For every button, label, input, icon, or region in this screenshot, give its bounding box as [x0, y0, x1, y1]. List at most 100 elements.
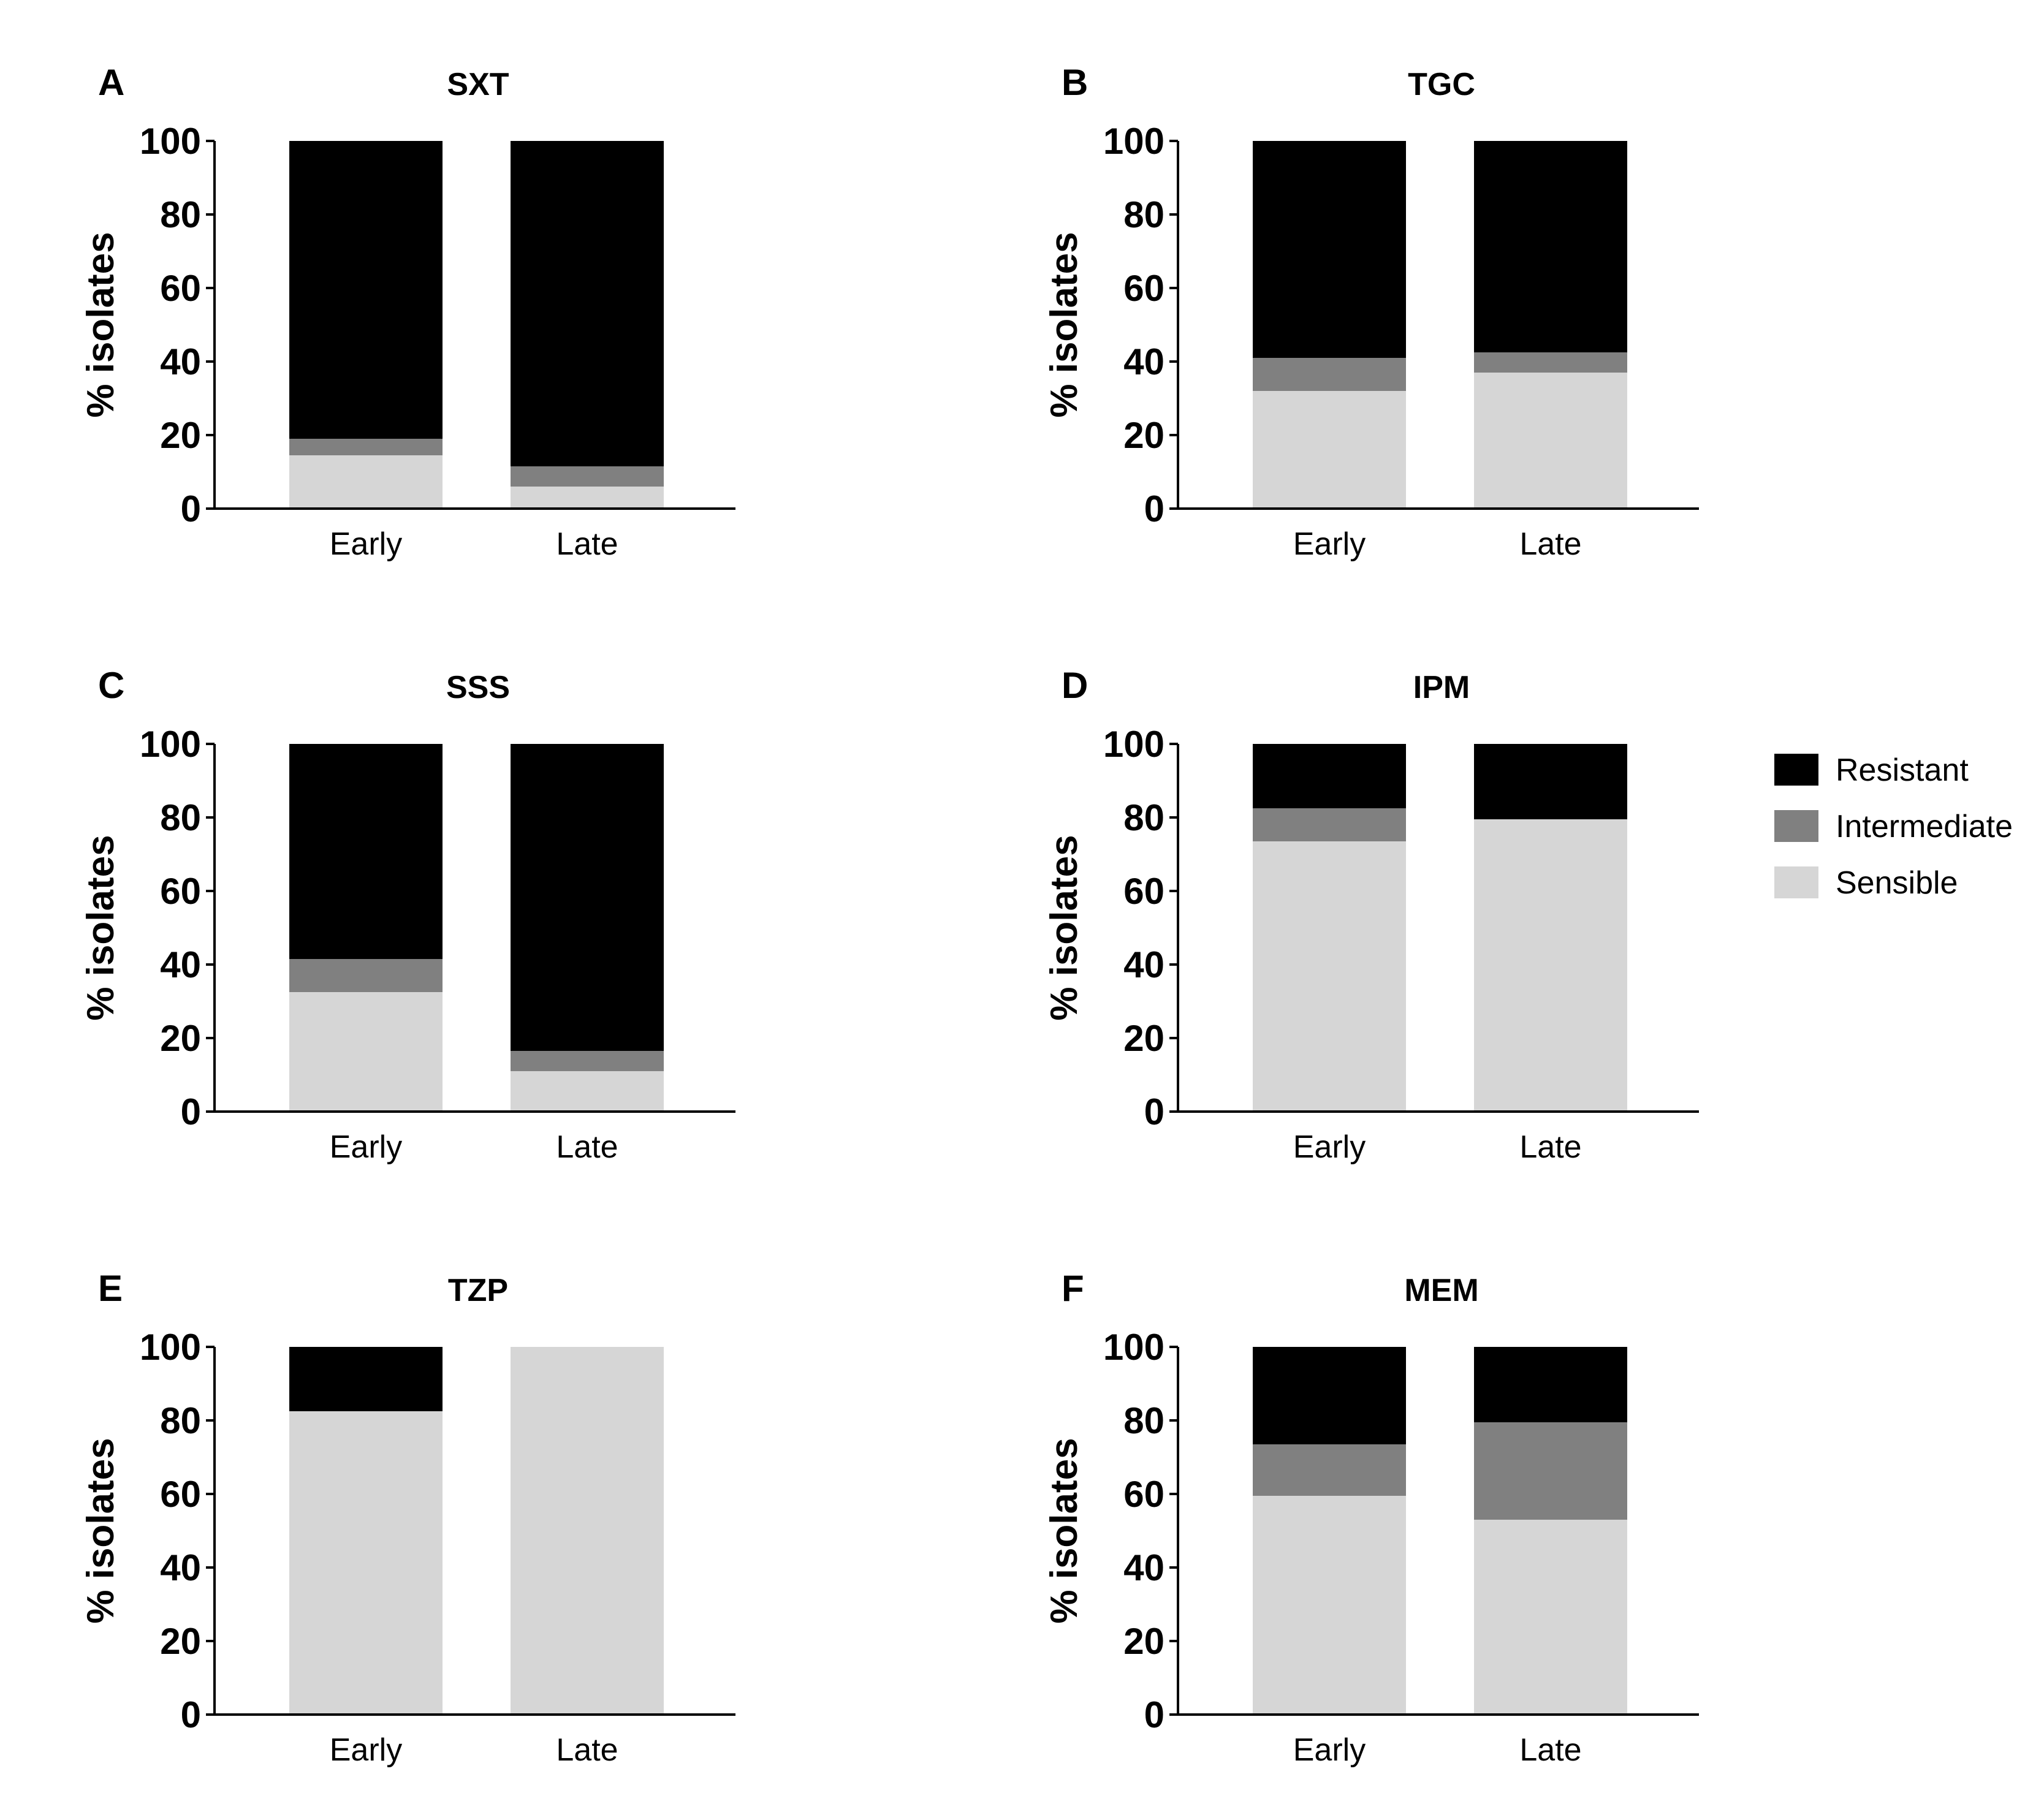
y-axis-label: % isolates	[1043, 835, 1085, 1020]
bar-segment-intermediate-early	[289, 439, 443, 455]
y-tick-label: 100	[1103, 724, 1164, 765]
y-tick-label: 60	[1123, 268, 1164, 309]
bar-segment-resistant-late	[1474, 744, 1627, 819]
y-tick-label: 100	[140, 121, 201, 162]
legend-swatch-resistant	[1774, 754, 1818, 786]
y-axis-label: % isolates	[80, 835, 122, 1020]
y-tick-label: 0	[1144, 488, 1164, 529]
y-tick-label: 100	[140, 724, 201, 765]
bar-segment-sensible-early	[1253, 841, 1406, 1112]
x-tick-label: Early	[1293, 1129, 1366, 1165]
panels: A SXT Early Late 0 20 40 60 80 100 % isolates B TGC E…	[80, 62, 1699, 1768]
y-tick-label: 60	[160, 871, 201, 912]
y-tick-label: 20	[160, 1018, 201, 1059]
bar-segment-resistant-early	[1253, 1347, 1406, 1444]
y-tick-label: 80	[160, 1400, 201, 1441]
x-tick-label: Late	[1519, 1732, 1581, 1768]
panel-letter: F	[1062, 1268, 1084, 1309]
bar-segment-intermediate-late	[1474, 1422, 1627, 1520]
y-tick-label: 40	[1123, 1547, 1164, 1588]
y-tick-label: 40	[160, 1547, 201, 1588]
y-tick-label: 0	[1144, 1694, 1164, 1735]
y-axis-label: % isolates	[1043, 232, 1085, 417]
legend-swatch-intermediate	[1774, 810, 1818, 842]
x-tick-label: Late	[1519, 1129, 1581, 1165]
chart-panel-c: C SSS Early Late 0 20 40 60 80 100 % isolates	[80, 665, 735, 1165]
x-tick-label: Early	[1293, 526, 1366, 562]
y-tick-label: 60	[160, 268, 201, 309]
panel-letter: E	[98, 1268, 123, 1309]
y-tick-label: 80	[160, 194, 201, 235]
bar-segment-intermediate-early	[1253, 1444, 1406, 1496]
bar-segment-resistant-late	[511, 744, 664, 1051]
bar-segment-resistant-early	[1253, 744, 1406, 808]
panel-letter: B	[1062, 62, 1088, 103]
y-tick-label: 80	[1123, 797, 1164, 838]
bar-segment-sensible-early	[289, 992, 443, 1112]
legend: Resistant Intermediate Sensible	[1774, 752, 2013, 901]
y-tick-label: 40	[1123, 341, 1164, 382]
panel-letter: C	[98, 665, 124, 706]
legend-label: Intermediate	[1836, 809, 2013, 844]
y-tick-label: 40	[160, 944, 201, 985]
y-tick-label: 60	[160, 1474, 201, 1515]
bar-segment-intermediate-early	[1253, 808, 1406, 841]
legend-swatch-sensible	[1774, 866, 1818, 898]
bar-segment-intermediate-early	[1253, 358, 1406, 391]
bar-segment-sensible-early	[289, 455, 443, 509]
y-tick-label: 40	[1123, 944, 1164, 985]
bar-segment-sensible-early	[1253, 1496, 1406, 1715]
chart-title: MEM	[1404, 1273, 1478, 1308]
bar-segment-intermediate-late	[1474, 352, 1627, 373]
chart-panel-d: D IPM Early Late 0 20 40 60 80 100 % isolates	[1043, 665, 1699, 1165]
bar-segment-resistant-late	[511, 141, 664, 466]
x-tick-label: Early	[1293, 1732, 1366, 1768]
bar-segment-resistant-early	[289, 141, 443, 439]
y-tick-label: 20	[1123, 1018, 1164, 1059]
y-tick-label: 0	[1144, 1091, 1164, 1132]
x-tick-label: Early	[330, 1129, 402, 1165]
y-tick-label: 20	[160, 415, 201, 456]
bar-segment-sensible-late	[511, 1347, 664, 1715]
chart-title: SXT	[447, 67, 509, 102]
legend-label: Resistant	[1836, 752, 1969, 788]
y-tick-label: 20	[1123, 415, 1164, 456]
y-tick-label: 0	[181, 1694, 201, 1735]
bar-segment-intermediate-early	[289, 959, 443, 992]
y-axis-label: % isolates	[80, 232, 122, 417]
y-axis-label: % isolates	[80, 1438, 122, 1623]
chart-panel-f: F MEM Early Late 0 20 40 60 80 100 % isolates	[1043, 1268, 1699, 1768]
x-tick-label: Late	[556, 526, 618, 562]
chart-panel-a: A SXT Early Late 0 20 40 60 80 100 % isolates	[80, 62, 735, 562]
y-tick-label: 100	[1103, 1327, 1164, 1368]
y-tick-label: 80	[160, 797, 201, 838]
x-tick-label: Late	[556, 1732, 618, 1768]
x-tick-label: Late	[1519, 526, 1581, 562]
y-tick-label: 20	[1123, 1621, 1164, 1662]
y-tick-label: 80	[1123, 194, 1164, 235]
bar-segment-intermediate-late	[511, 466, 664, 487]
panel-letter: A	[98, 62, 124, 103]
bar-segment-sensible-late	[1474, 373, 1627, 509]
x-tick-label: Early	[330, 526, 402, 562]
bar-segment-resistant-late	[1474, 141, 1627, 352]
y-axis-label: % isolates	[1043, 1438, 1085, 1623]
y-tick-label: 100	[140, 1327, 201, 1368]
legend-label: Sensible	[1836, 865, 1958, 901]
chart-title: SSS	[446, 670, 510, 705]
x-tick-label: Early	[330, 1732, 402, 1768]
bar-segment-sensible-late	[511, 1071, 664, 1112]
x-tick-label: Late	[556, 1129, 618, 1165]
chart-panel-b: B TGC Early Late 0 20 40 60 80 100 % isolates	[1043, 62, 1699, 562]
y-tick-label: 60	[1123, 1474, 1164, 1515]
bar-segment-resistant-early	[1253, 141, 1406, 358]
bar-segment-sensible-late	[1474, 819, 1627, 1112]
bar-segment-intermediate-late	[511, 1051, 664, 1071]
chart-title: TGC	[1408, 67, 1475, 102]
chart-title: TZP	[448, 1273, 508, 1308]
y-tick-label: 0	[181, 488, 201, 529]
y-tick-label: 100	[1103, 121, 1164, 162]
bar-segment-resistant-early	[289, 744, 443, 959]
chart-title: IPM	[1413, 670, 1470, 705]
